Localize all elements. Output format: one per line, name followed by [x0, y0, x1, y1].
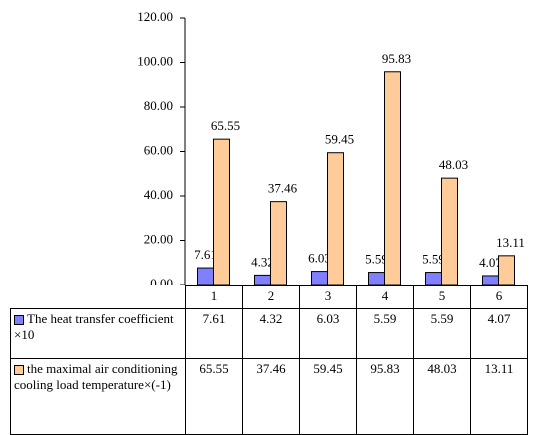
table-value: 13.11	[470, 358, 528, 435]
table-value: 65.55	[185, 358, 243, 435]
y-tick-label: 120.00	[137, 9, 173, 24]
category-label: 2	[242, 285, 300, 309]
y-tick-label: 40.00	[144, 187, 173, 202]
value-label: 48.03	[439, 157, 468, 172]
bar	[384, 71, 401, 285]
value-label: 4.07	[479, 255, 502, 270]
chart: 0.00 20.00 40.00 60.00 80.00 100.00 120.00 7.61…	[137, 9, 525, 285]
category-label: 5	[413, 285, 471, 309]
data-table: 1 2 3 4 5 6 The heat transfer coefficient ×10 7…	[10, 285, 528, 435]
table-value: 6.03	[299, 308, 357, 359]
bar	[482, 275, 499, 285]
value-label: 65.55	[211, 118, 240, 133]
bar	[425, 272, 442, 285]
y-tick-label: 100.00	[137, 53, 173, 68]
table-value: 5.59	[356, 308, 414, 359]
corner-cell	[10, 285, 186, 309]
value-label: 37.46	[268, 181, 298, 196]
legend-cell: The heat transfer coefficient ×10	[10, 308, 186, 359]
bar	[270, 201, 287, 285]
table-value: 4.32	[242, 308, 300, 359]
bar	[213, 138, 230, 285]
bar	[498, 255, 515, 285]
bar	[441, 177, 458, 285]
legend-swatch	[14, 315, 24, 326]
table-value: 4.07	[470, 308, 528, 359]
legend-label: the maximal air conditioning cooling loa…	[14, 361, 178, 392]
category-label: 4	[356, 285, 414, 309]
value-label: 95.83	[382, 51, 411, 66]
series-row: the maximal air conditioning cooling loa…	[10, 358, 528, 435]
bar	[368, 272, 385, 285]
value-label: 4.32	[251, 254, 274, 269]
table-value: 37.46	[242, 358, 300, 435]
category-label: 3	[299, 285, 357, 309]
legend-swatch	[14, 365, 24, 376]
series-row: The heat transfer coefficient ×10 7.61 4.3…	[10, 308, 528, 359]
value-label: 7.61	[194, 247, 217, 262]
bar	[197, 267, 214, 285]
value-label: 5.59	[422, 252, 445, 267]
y-tick-label: 20.00	[144, 231, 173, 246]
category-label: 1	[185, 285, 243, 309]
table-value: 5.59	[413, 308, 471, 359]
category-label: 6	[470, 285, 528, 309]
table-value: 48.03	[413, 358, 471, 435]
bar	[254, 274, 271, 285]
y-tick-label: 80.00	[144, 98, 173, 113]
y-tick-label: 0.00	[150, 276, 173, 285]
value-label: 5.59	[365, 252, 388, 267]
value-label: 6.03	[308, 251, 331, 266]
y-tick-label: 60.00	[144, 142, 173, 157]
legend-label: The heat transfer coefficient ×10	[14, 311, 174, 342]
bar	[311, 271, 328, 285]
table-body: 1 2 3 4 5 6 The heat transfer coefficient ×10 7…	[10, 285, 528, 435]
bar	[327, 152, 344, 285]
value-label: 13.11	[496, 235, 525, 250]
table-value: 59.45	[299, 358, 357, 435]
table-value: 7.61	[185, 308, 243, 359]
value-label: 59.45	[325, 132, 354, 147]
legend-cell: the maximal air conditioning cooling loa…	[10, 358, 186, 435]
table-value: 95.83	[356, 358, 414, 435]
